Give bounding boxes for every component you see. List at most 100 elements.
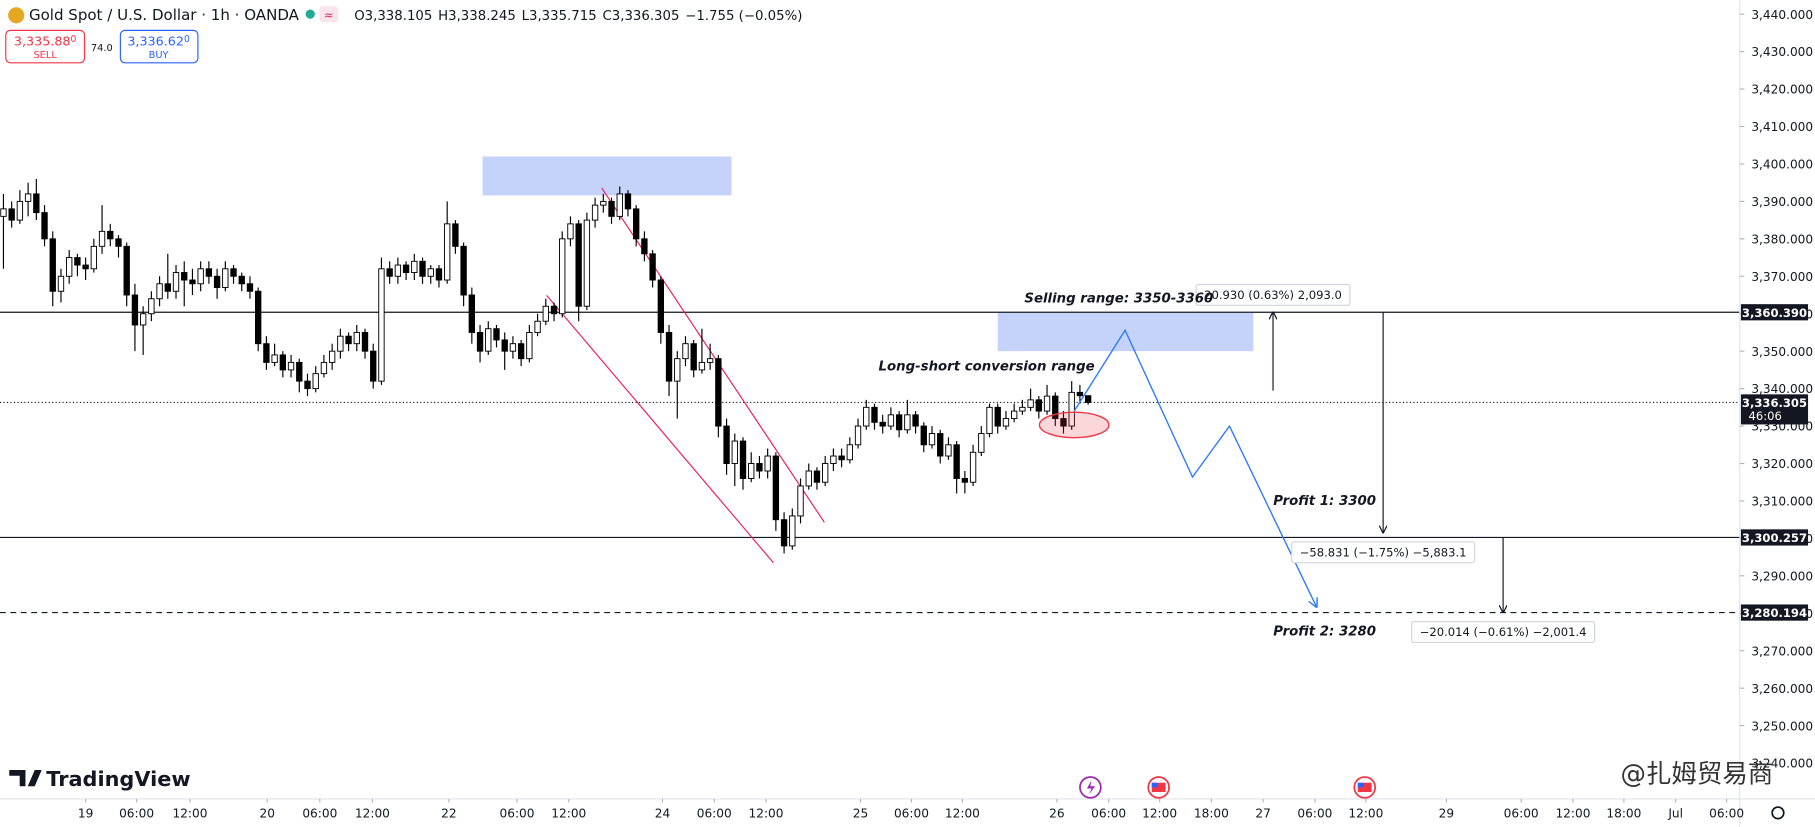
candle-body [690, 343, 697, 371]
candle-body [1027, 399, 1034, 408]
event-flag [1151, 782, 1166, 793]
candle-body [189, 279, 196, 285]
candle-body [928, 433, 936, 446]
candle-body [887, 414, 895, 427]
candle-body [427, 268, 434, 277]
candle-body [493, 328, 500, 341]
event-flag [1357, 782, 1364, 788]
measure-label-bg [1195, 283, 1351, 306]
candle-body [854, 425, 862, 446]
candle-body [271, 354, 278, 363]
x-tick-label: 20 [259, 806, 274, 820]
candle-body [698, 361, 706, 371]
candle-body [16, 200, 24, 221]
x-tick-label: 06:00 [1709, 806, 1744, 820]
candle-body [567, 223, 574, 240]
candle-body [1002, 418, 1010, 427]
x-tick-label: 12:00 [355, 806, 390, 820]
plot-area: 20.930 (0.63%) 2,093.0 −58.831 (−1.75%) −… [0, 156, 1740, 644]
y-tick-label: 3,350.000 [1751, 345, 1813, 359]
candle-body [871, 406, 878, 423]
y-tick-label: 3,250.000 [1751, 719, 1813, 733]
candle-body [994, 406, 1001, 427]
y-tick-label: 3,380.000 [1751, 232, 1813, 246]
candle-body [624, 193, 632, 210]
candle-body [633, 208, 640, 240]
zone [482, 156, 732, 196]
candle-body [772, 455, 780, 521]
candle-body [476, 331, 484, 352]
buy-button[interactable] [119, 29, 199, 64]
candle-body [1011, 410, 1018, 420]
price-axis-label-bg [1740, 529, 1809, 546]
candle-body [82, 264, 89, 270]
candle-body [616, 193, 623, 217]
x-tick-label: 25 [853, 806, 868, 820]
measure-label: −20.014 (−0.61%) −2,001.4 [1420, 625, 1587, 639]
candle-body [41, 212, 48, 240]
candle-body [600, 200, 607, 206]
candle-body [49, 238, 56, 292]
brand: TradingView [9, 767, 191, 791]
candle-body [706, 358, 714, 363]
candle-body [583, 219, 591, 307]
settings-icon[interactable] [1771, 806, 1785, 820]
candle-body [287, 361, 295, 371]
countdown: 46:06 [1749, 409, 1782, 423]
candle-body [649, 253, 656, 281]
channel-line [546, 295, 774, 564]
annotation: Profit 2: 3280 [1273, 625, 1376, 640]
candle-body [131, 294, 139, 326]
x-tick-label: 12:00 [945, 806, 980, 820]
candle-body [501, 339, 508, 352]
candle-body [107, 230, 114, 240]
x-tick-label: 26 [1049, 806, 1064, 820]
candle-body [1043, 395, 1051, 412]
candle-body [526, 331, 533, 360]
brand-name[interactable]: TradingView [46, 767, 190, 791]
x-tick-label: 06:00 [119, 806, 154, 820]
channel-line [601, 187, 825, 523]
x-tick-label: 12:00 [749, 806, 784, 820]
x-tick-label: 06:00 [1297, 806, 1332, 820]
annotation: Profit 1: 3300 [1273, 494, 1376, 509]
candle-body [74, 257, 81, 266]
x-tick-label: 18:00 [1194, 806, 1229, 820]
candle-body [895, 414, 903, 431]
x-tick-label: 12:00 [1348, 806, 1383, 820]
sell-price-sup: 0 [71, 34, 77, 45]
candle-body [838, 455, 845, 461]
x-tick-label: 27 [1255, 806, 1270, 820]
candle-body [1076, 391, 1084, 397]
candle-body [361, 331, 369, 352]
candle-body [246, 283, 254, 292]
x-tick-label: 18:00 [1606, 806, 1641, 820]
candle-body [255, 290, 262, 345]
symbol-title[interactable]: Gold Spot / U.S. Dollar · 1h · OANDA [29, 6, 300, 24]
price-axis-label: 3,336.305 [1742, 396, 1807, 410]
candle-body [1060, 418, 1067, 427]
candle-body [1035, 399, 1043, 412]
measure-label: 20.930 (0.63%) 2,093.0 [1204, 288, 1342, 302]
buy-price: 3,336.620 [127, 34, 190, 49]
candle-body [320, 361, 328, 375]
y-tick-label: 3,390.000 [1751, 195, 1813, 209]
candle-body [739, 440, 747, 479]
y-tick-label: 3,270.000 [1751, 644, 1813, 658]
candle-body [1084, 395, 1092, 403]
candle-body [172, 272, 180, 292]
x-tick-label: 12:00 [172, 806, 207, 820]
y-tick-label: 3,370.000 [1751, 270, 1813, 284]
candle-body [805, 470, 812, 487]
candle-body [337, 335, 344, 352]
candle-body [197, 268, 204, 285]
candle-body [148, 298, 155, 315]
candle-body [534, 320, 541, 333]
candle-body [353, 331, 360, 345]
y-tick-label: 3,340.000 [1751, 382, 1813, 396]
x-tick-label: 19 [78, 806, 93, 820]
candle-body [296, 361, 303, 382]
x-tick-label: 06:00 [697, 806, 732, 820]
sell-button[interactable] [5, 29, 86, 64]
candle-body [764, 455, 771, 472]
